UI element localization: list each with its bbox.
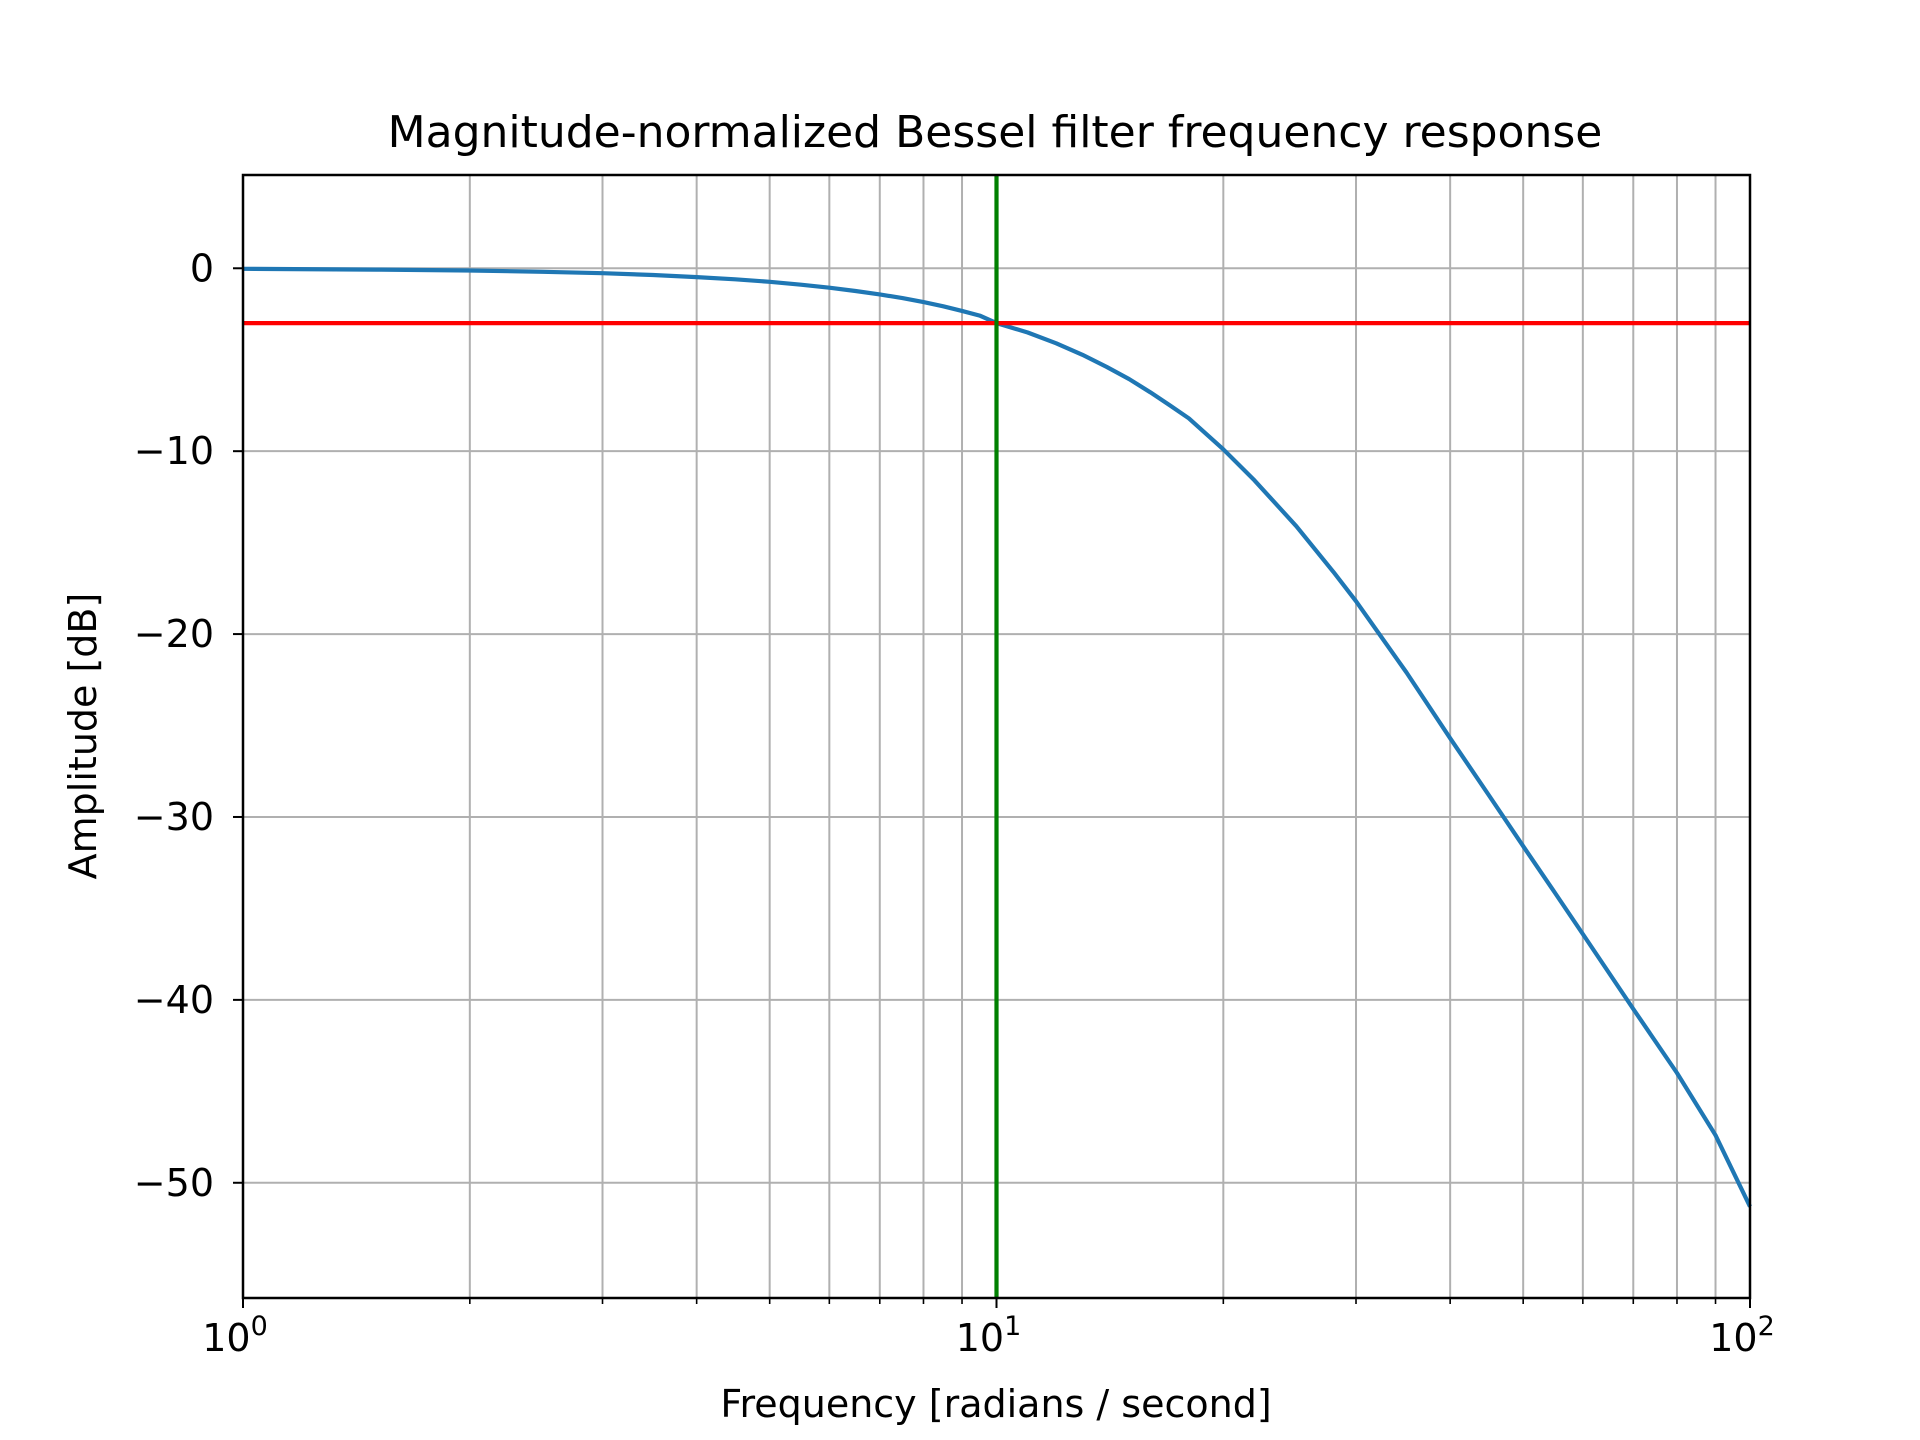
chart-title: Magnitude-normalized Bessel filter frequ… (388, 107, 1603, 158)
y-tick-label: −30 (134, 795, 214, 839)
plot-series (242, 175, 1752, 1298)
y-tick-label: −20 (134, 612, 214, 656)
y-axis-label: Amplitude [dB] (61, 593, 105, 880)
y-tick-label: −50 (134, 1161, 214, 1205)
series-line-0 (242, 266, 1752, 1208)
axis-ticks: 0 −10 −20 −30 −40 −50 100 101 102 (134, 246, 1775, 1360)
x-tick-label: 100 (202, 1311, 268, 1360)
x-tick-label: 102 (1709, 1311, 1775, 1360)
x-tick-label: 101 (956, 1311, 1022, 1360)
y-tick-label: −10 (134, 429, 214, 473)
x-axis-label: Frequency [radians / second] (720, 1382, 1271, 1426)
y-tick-label: −40 (134, 978, 214, 1022)
y-tick-label: 0 (190, 246, 214, 290)
